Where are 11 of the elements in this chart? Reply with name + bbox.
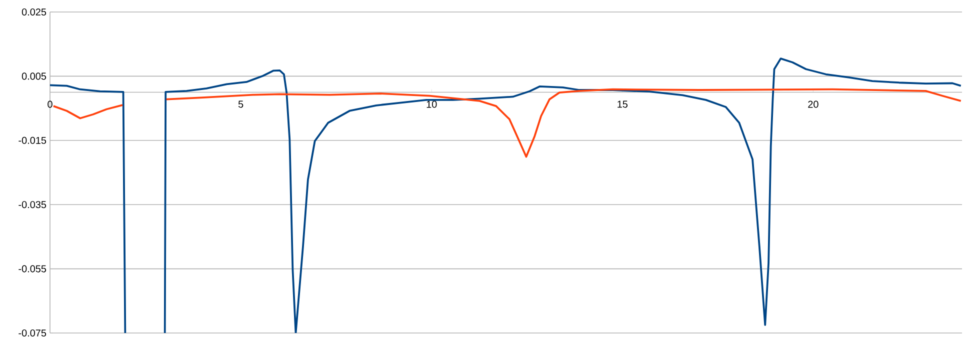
- x-tick-label: 0: [48, 100, 52, 108]
- y-tick-label: -0.035: [18, 201, 46, 208]
- x-tick-label: 15: [618, 100, 628, 108]
- y-tick-label: -0.015: [18, 136, 46, 144]
- y-tick-label: -0.055: [18, 265, 46, 272]
- x-tick-label: 20: [808, 100, 818, 108]
- y-tick-label: 0.005: [22, 72, 46, 80]
- x-tick-label: 5: [238, 100, 244, 108]
- y-tick-label: -0.075: [18, 329, 46, 337]
- y-tick-label: 0.025: [22, 8, 46, 16]
- x-tick-label: 10: [426, 100, 437, 108]
